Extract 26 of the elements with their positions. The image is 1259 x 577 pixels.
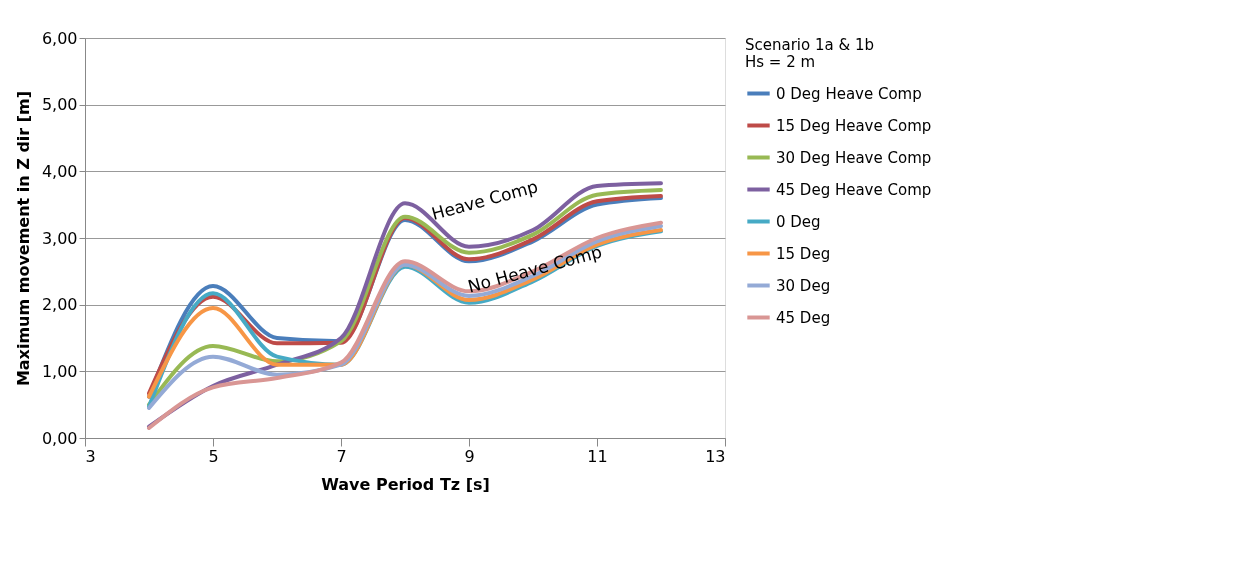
legend-title: Scenario 1a & 1b Hs = 2 m <box>745 36 875 71</box>
legend-label: 45 Deg Heave Comp <box>776 180 932 199</box>
legend-label: 0 Deg Heave Comp <box>776 84 922 103</box>
legend-label: 45 Deg <box>776 308 831 327</box>
legend-label: 30 Deg Heave Comp <box>776 148 932 167</box>
y-tick-label: 1,00 <box>41 361 78 381</box>
legend-label: 0 Deg <box>776 212 821 231</box>
y-tick-label: 6,00 <box>41 28 78 48</box>
y-tick-label: 5,00 <box>41 95 78 115</box>
legend-label: 15 Deg Heave Comp <box>776 116 932 135</box>
x-tick-label: 11 <box>587 446 608 466</box>
y-axis-title: Maximum movement in Z dir [m] <box>13 90 33 387</box>
y-tick-label: 3,00 <box>41 228 78 248</box>
x-axis-title: Wave Period Tz [s] <box>321 474 490 494</box>
legend-label: 15 Deg <box>776 244 831 263</box>
x-tick-label: 3 <box>85 446 96 466</box>
x-tick-label: 9 <box>464 446 475 466</box>
annotation: Heave Comp <box>429 176 541 224</box>
legend-label: 30 Deg <box>776 276 831 295</box>
x-tick-label: 13 <box>705 446 726 466</box>
y-tick-label: 2,00 <box>41 295 78 315</box>
y-tick-label: 0,00 <box>41 428 78 448</box>
annotation: No Heave Comp <box>465 241 604 297</box>
y-tick-label: 4,00 <box>41 161 78 181</box>
x-tick-label: 7 <box>336 446 347 466</box>
x-tick-label: 5 <box>208 446 219 466</box>
